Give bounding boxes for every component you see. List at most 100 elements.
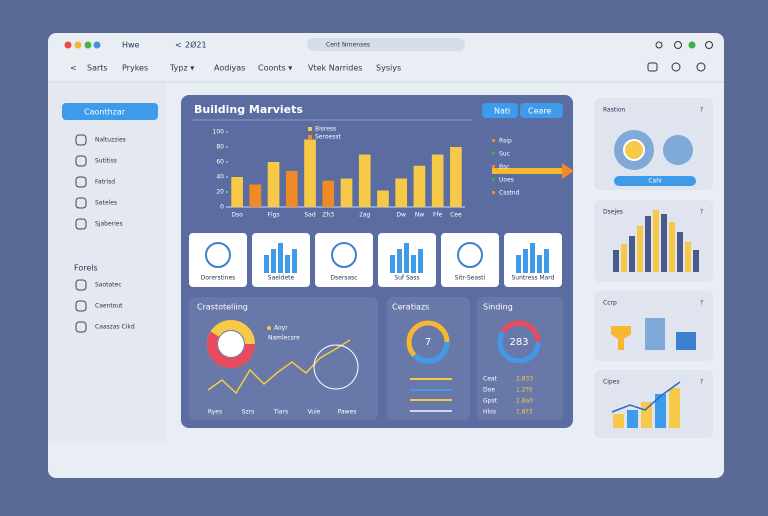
mini-bar	[613, 250, 619, 272]
icon[interactable]	[655, 41, 663, 49]
mini-bar	[637, 226, 643, 272]
mini-bar	[669, 388, 680, 428]
y-tick-label: 0	[220, 204, 224, 211]
bar	[267, 162, 280, 207]
row-value: 2.8a0	[516, 398, 533, 405]
widget-button-label[interactable]: Cahi	[648, 178, 662, 185]
card-icon	[457, 242, 483, 268]
bar	[377, 190, 389, 207]
sidebar-button[interactable]	[62, 103, 158, 120]
sidebar-item[interactable]: Naltuzzies	[95, 137, 126, 144]
row-value: 1.8?3	[516, 409, 533, 416]
widget-title: Rastion	[603, 107, 626, 114]
mini-bar	[655, 394, 666, 428]
icon[interactable]	[705, 41, 713, 49]
mini-bar	[629, 236, 635, 272]
bar	[249, 184, 262, 207]
icon[interactable]	[674, 41, 682, 49]
nav-item[interactable]: Coonts ▾	[258, 64, 292, 73]
dot[interactable]	[74, 41, 82, 49]
widget-help: ?	[700, 379, 703, 386]
bar	[413, 165, 426, 207]
dot[interactable]	[84, 41, 92, 49]
sidebar-item[interactable]: Fatrisd	[95, 179, 115, 186]
icon[interactable]	[688, 41, 696, 49]
mini-bar	[661, 214, 667, 272]
widget-help: ?	[700, 209, 703, 216]
card	[315, 233, 373, 287]
y-tick-label: 40	[216, 174, 224, 181]
nav-item[interactable]: Sarts	[87, 64, 108, 73]
x-tick-label: Sad	[304, 212, 315, 219]
arrow-label: Uoes	[499, 177, 514, 184]
nav-item[interactable]: Sysiys	[376, 64, 401, 73]
nav-item[interactable]: Typz ▾	[169, 64, 194, 73]
donut-arc	[497, 320, 541, 364]
y-tick-label: 60	[216, 159, 224, 166]
icon[interactable]	[671, 62, 681, 72]
nav-item[interactable]: Prykes	[122, 64, 148, 73]
mini-bar	[418, 249, 423, 273]
icon[interactable]	[696, 62, 706, 72]
nav-back[interactable]: <	[70, 64, 77, 73]
icon	[75, 176, 87, 188]
sidebar-item[interactable]: Sjaberies	[95, 221, 123, 228]
icon	[645, 318, 665, 350]
button-label[interactable]: Ceare	[528, 107, 552, 116]
nav-item[interactable]: Vtek Narrides	[308, 64, 362, 73]
sidebar-item[interactable]: Caentout	[95, 303, 123, 310]
icon	[75, 134, 87, 146]
icon	[623, 139, 645, 161]
x-tick-label: Cee	[450, 212, 462, 219]
mini-bar	[627, 410, 638, 428]
mini-bar	[544, 249, 549, 273]
x-label: Ryes	[208, 409, 222, 416]
bullet	[492, 191, 495, 194]
button[interactable]	[482, 103, 518, 118]
dot[interactable]	[93, 41, 101, 49]
arrow	[492, 168, 564, 174]
mini-bar	[278, 243, 283, 273]
legend: Namlecsre	[268, 335, 300, 342]
mini-bar	[264, 255, 269, 273]
dot[interactable]	[64, 41, 72, 49]
mini-bar	[397, 249, 402, 273]
sidebar-item[interactable]: Saotatec	[95, 282, 122, 289]
x-tick-label: Zh3	[322, 212, 334, 219]
mini-bar	[390, 255, 395, 273]
bar	[358, 154, 371, 207]
sidebar-item[interactable]: Sutitiss	[95, 158, 117, 165]
row-label: Gpst	[483, 398, 498, 405]
card-caption: Sitr-Seasti	[455, 275, 486, 282]
mini-bar	[669, 222, 675, 272]
card-caption: Dsersasc	[330, 275, 357, 282]
row-label: Ceat	[483, 376, 498, 383]
search[interactable]	[307, 38, 465, 51]
sidebar-item[interactable]: Sateles	[95, 200, 117, 207]
card-icon	[331, 242, 357, 268]
widget-button[interactable]	[614, 176, 696, 186]
button-label[interactable]: Nati	[494, 107, 510, 116]
icon[interactable]	[647, 62, 658, 72]
tab[interactable]: Hwe	[122, 41, 140, 50]
search-text[interactable]: Cent Nrnenses	[326, 42, 370, 49]
y-tick-label: 20	[216, 189, 224, 196]
back[interactable]: <	[175, 41, 182, 50]
mini-bar	[516, 255, 521, 273]
icon	[75, 300, 87, 312]
arrow-label: Rsip	[499, 138, 512, 145]
legend-dot	[267, 326, 271, 330]
x-tick-label: Dw	[396, 212, 406, 219]
arrow-label: Csstnd	[499, 190, 520, 197]
bar	[395, 178, 408, 207]
icon	[75, 218, 87, 230]
bar	[340, 178, 353, 207]
sidebar-button-label[interactable]: Caonthzar	[84, 108, 126, 117]
sidebar-item[interactable]: Caaszas Cikd	[95, 324, 135, 331]
nav-item[interactable]: Aodiyas	[214, 64, 245, 73]
x-label: Szrs	[242, 409, 255, 416]
button[interactable]	[520, 103, 563, 118]
mini-bar	[693, 250, 699, 272]
x-label: Pawes	[338, 409, 357, 416]
